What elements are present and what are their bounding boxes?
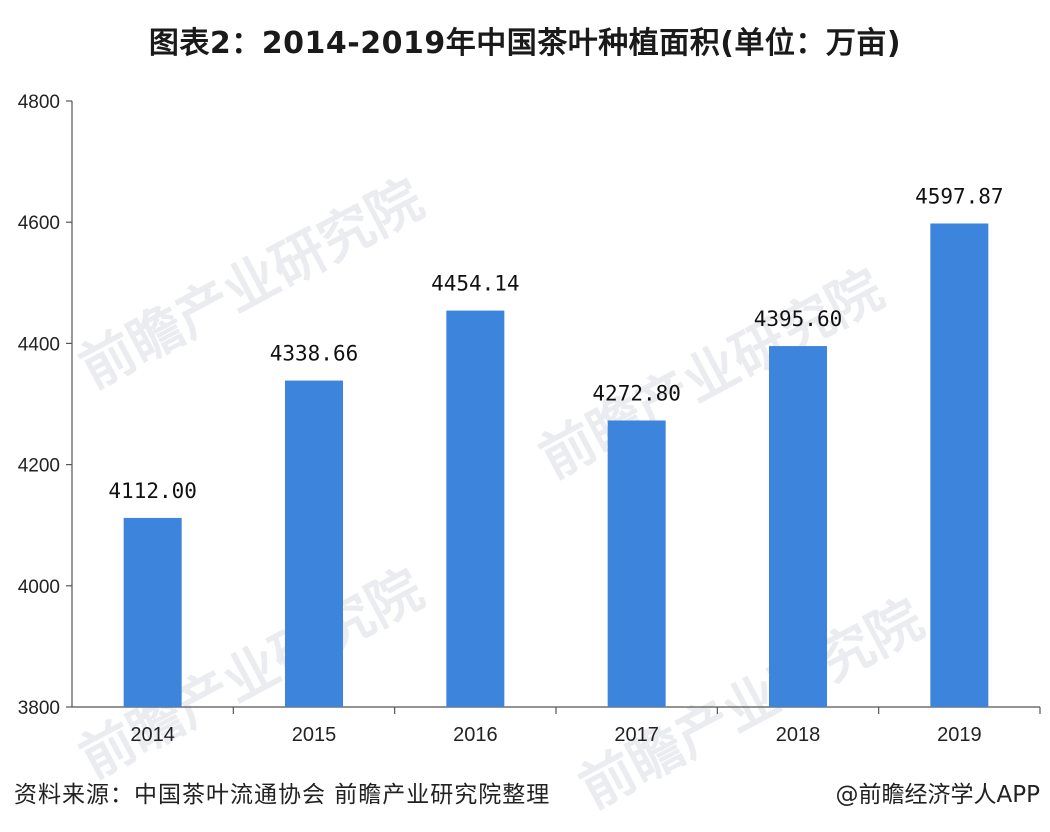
y-tick-label: 3800	[18, 698, 60, 719]
bar-2016	[446, 310, 505, 707]
bar-2019	[930, 223, 989, 707]
data-label-2017: 4272.80	[592, 381, 681, 405]
bar-2015	[285, 380, 343, 707]
axes: 4800 4600 4400 4200 4000 3800	[18, 92, 1041, 719]
y-tick-label: 4400	[18, 334, 60, 355]
x-tick-label-2018: 2018	[776, 724, 821, 746]
bars	[123, 223, 989, 707]
data-label-2016: 4454.14	[431, 272, 520, 296]
data-label-2014: 4112.00	[108, 479, 197, 503]
x-tick-label-2019: 2019	[937, 724, 982, 746]
x-tick-label-2016: 2016	[453, 724, 498, 746]
y-tick-label: 4800	[18, 92, 60, 113]
labels: 4112.00 2014 4338.66 2015 4454.14 2016 4272.80…	[108, 184, 1003, 746]
y-tick-label: 4000	[18, 577, 60, 598]
data-label-2019: 4597.87	[915, 184, 1004, 208]
y-tick-label: 4200	[18, 456, 60, 477]
x-tick-label-2014: 2014	[130, 724, 175, 746]
chart-title: 图表2：2014-2019年中国茶叶种植面积(单位：万亩)	[148, 26, 902, 61]
x-tick-label-2015: 2015	[292, 724, 337, 746]
credit-note: @前瞻经济学人APP	[835, 782, 1040, 808]
bar-2014	[123, 517, 182, 707]
data-label-2015: 4338.66	[270, 342, 359, 366]
data-label-2018: 4395.60	[754, 307, 843, 331]
bar-2018	[769, 346, 827, 707]
x-tick-label-2017: 2017	[614, 724, 659, 746]
y-tick-label: 4600	[18, 213, 60, 234]
bar-chart: 4800 4600 4400 4200 4000 3800 4112.00 2014 4338…	[18, 92, 1041, 746]
bar-2017	[607, 420, 666, 707]
source-note: 资料来源：中国茶叶流通协会 前瞻产业研究院整理	[14, 782, 551, 808]
